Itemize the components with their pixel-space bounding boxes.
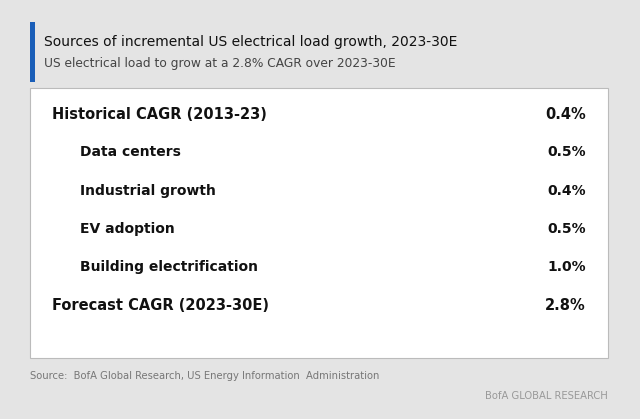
Text: Source:  BofA Global Research, US Energy Information  Administration: Source: BofA Global Research, US Energy …	[30, 371, 380, 381]
Text: Sources of incremental US electrical load growth, 2023-30E: Sources of incremental US electrical loa…	[44, 35, 458, 49]
Text: Forecast CAGR (2023-30E): Forecast CAGR (2023-30E)	[52, 298, 269, 313]
FancyBboxPatch shape	[30, 88, 608, 358]
Text: 2.8%: 2.8%	[545, 298, 586, 313]
Text: Building electrification: Building electrification	[80, 260, 258, 274]
FancyBboxPatch shape	[30, 22, 35, 82]
Text: 0.5%: 0.5%	[547, 145, 586, 159]
Text: US electrical load to grow at a 2.8% CAGR over 2023-30E: US electrical load to grow at a 2.8% CAG…	[44, 57, 396, 70]
Text: Industrial growth: Industrial growth	[80, 184, 216, 198]
Text: Historical CAGR (2013-23): Historical CAGR (2013-23)	[52, 106, 267, 122]
Text: 0.5%: 0.5%	[547, 222, 586, 236]
Text: 0.4%: 0.4%	[545, 106, 586, 122]
Text: 0.4%: 0.4%	[547, 184, 586, 198]
Text: BofA GLOBAL RESEARCH: BofA GLOBAL RESEARCH	[485, 391, 608, 401]
Text: Data centers: Data centers	[80, 145, 181, 159]
Text: EV adoption: EV adoption	[80, 222, 175, 236]
Text: 1.0%: 1.0%	[547, 260, 586, 274]
